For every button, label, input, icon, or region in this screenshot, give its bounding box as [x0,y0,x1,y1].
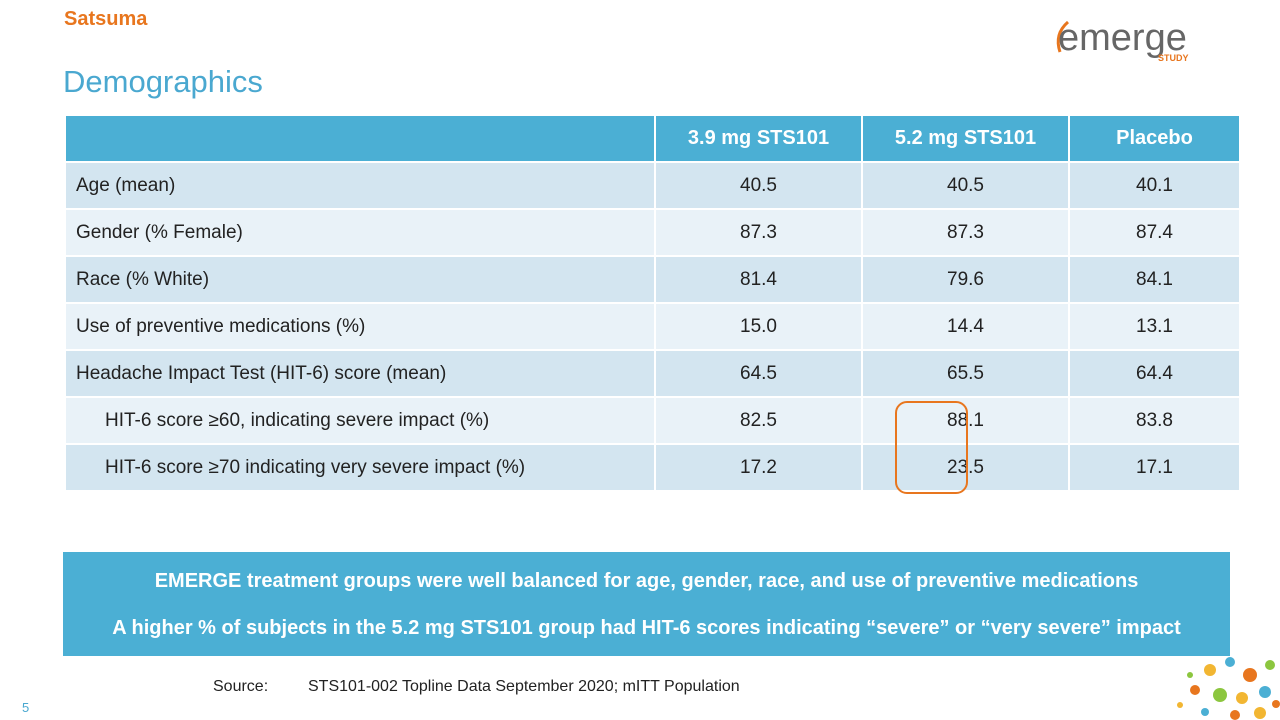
source-label: Source: [213,678,269,695]
decoration [1177,657,1280,720]
dot [1272,700,1280,708]
dot [1254,707,1266,719]
cell: 40.5 [654,161,863,210]
cell: 81.4 [654,255,863,304]
table-row: HIT-6 score ≥60, indicating severe impac… [64,396,1241,445]
cell: 40.5 [861,161,1070,210]
dot [1230,710,1240,720]
dot [1187,672,1193,678]
table-row: Use of preventive medications (%) 15.0 14.… [64,302,1241,351]
cell: 82.5 [654,396,863,445]
dot [1204,664,1216,676]
cell: 84.1 [1068,255,1241,304]
cell: 14.4 [861,302,1070,351]
column-header: 3.9 mg STS101 [654,114,863,163]
demographics-table: 3.9 mg STS101 5.2 mg STS101 Placebo Age (m… [64,114,1241,492]
cell: 17.2 [654,443,863,492]
row-label: HIT-6 score ≥60, indicating severe impac… [64,396,656,445]
dot [1236,692,1248,704]
dot [1243,668,1257,682]
source-text: STS101-002 Topline Data September 2020; … [308,678,740,695]
row-label: Race (% White) [64,255,656,304]
dot [1213,688,1227,702]
row-label: Headache Impact Test (HIT-6) score (mean… [64,349,656,398]
logo-sub: STUDY [1158,53,1189,63]
row-label: HIT-6 score ≥70 indicating very severe i… [64,443,656,492]
table-body: Age (mean) 40.5 40.5 40.1 Gender (% Female) 8… [64,161,1241,492]
dot [1265,660,1275,670]
cell: 87.4 [1068,208,1241,257]
highlight-box [895,401,968,494]
cell: 79.6 [861,255,1070,304]
cell: 64.4 [1068,349,1241,398]
callout-line: A higher % of subjects in the 5.2 mg STS… [112,617,1181,639]
dot [1190,685,1200,695]
cell: 13.1 [1068,302,1241,351]
table-row: Age (mean) 40.5 40.5 40.1 [64,161,1241,210]
logo-text: emerge [1058,17,1187,59]
row-label: Gender (% Female) [64,208,656,257]
cell: 87.3 [861,208,1070,257]
dot [1177,702,1183,708]
cell: 15.0 [654,302,863,351]
callout-line: EMERGE treatment groups were well balanc… [154,570,1139,592]
header-row: 3.9 mg STS101 5.2 mg STS101 Placebo [64,114,1241,163]
row-label: Use of preventive medications (%) [64,302,656,351]
dot [1225,657,1235,667]
column-header: 5.2 mg STS101 [861,114,1070,163]
cell: 17.1 [1068,443,1241,492]
dot [1259,686,1271,698]
table-row: Gender (% Female) 87.3 87.3 87.4 [64,208,1241,257]
cell: 65.5 [861,349,1070,398]
column-header: Placebo [1068,114,1241,163]
page-number: 5 [22,700,30,715]
table-head: 3.9 mg STS101 5.2 mg STS101 Placebo [64,114,1241,163]
cell: 64.5 [654,349,863,398]
cell: 87.3 [654,208,863,257]
column-header [64,114,656,163]
dot [1201,708,1209,716]
slide-title: Demographics [63,64,263,99]
cell: 83.8 [1068,396,1241,445]
study-logo: emerge STUDY [1056,17,1189,63]
table-row: Race (% White) 81.4 79.6 84.1 [64,255,1241,304]
cell: 40.1 [1068,161,1241,210]
brand-logo: Satsuma [64,8,148,30]
callout-box: EMERGE treatment groups were well balanc… [63,552,1230,656]
table-row: Headache Impact Test (HIT-6) score (mean… [64,349,1241,398]
row-label: Age (mean) [64,161,656,210]
logo-swoosh [1056,20,1070,53]
table-row: HIT-6 score ≥70 indicating very severe i… [64,443,1241,492]
